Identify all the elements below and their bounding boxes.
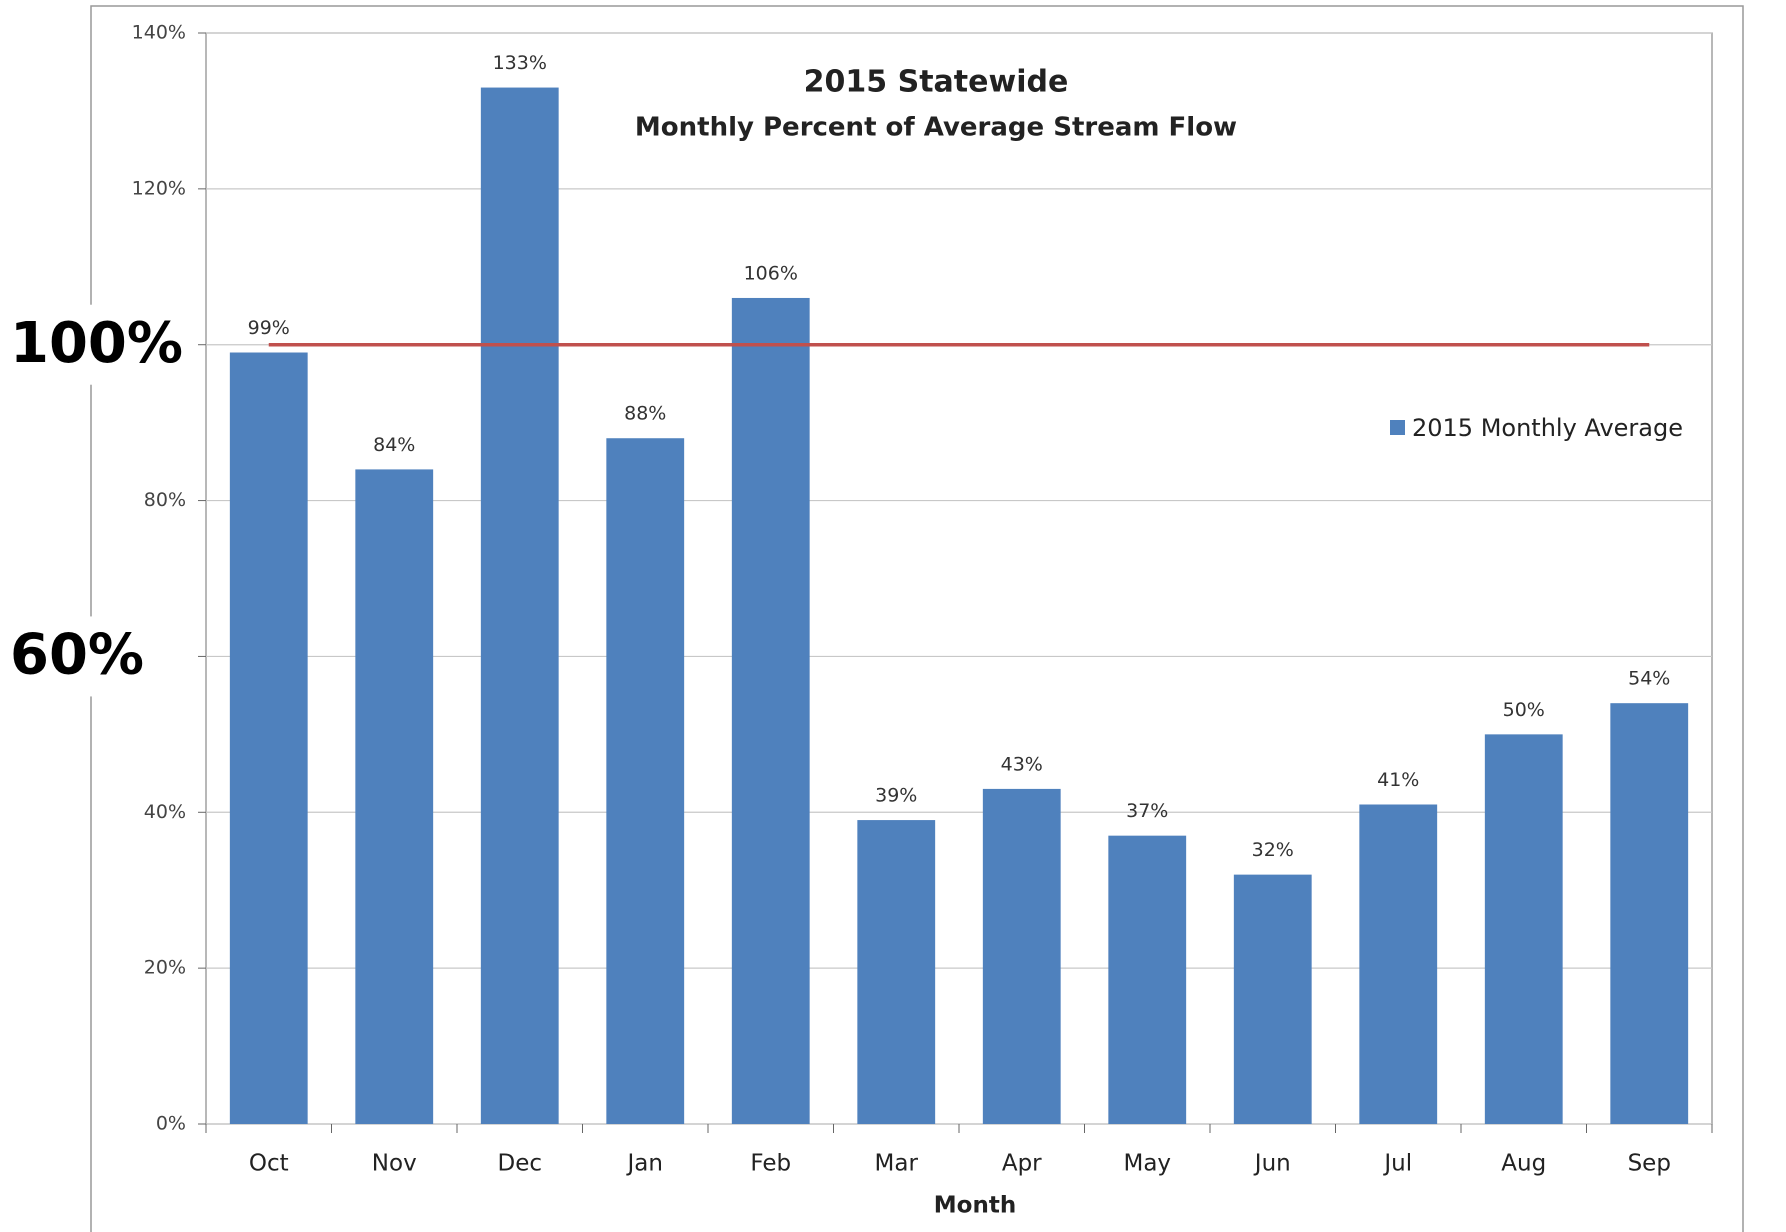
x-tick-label: Jan — [626, 1151, 663, 1177]
y-tick-label: 80% — [144, 489, 186, 511]
value-label: 43% — [1001, 753, 1043, 775]
chart-title: 2015 Statewide — [804, 65, 1069, 100]
y-tick-label: 20% — [144, 957, 186, 979]
bar — [1484, 734, 1563, 1124]
x-tick-label: Jul — [1382, 1151, 1412, 1177]
x-tick-label: May — [1123, 1151, 1171, 1177]
annotation: 60% — [10, 623, 144, 688]
value-label: 39% — [875, 785, 917, 807]
y-tick-label: 0% — [156, 1113, 186, 1135]
y-tick-label: 140% — [132, 22, 186, 44]
value-label: 84% — [373, 434, 415, 456]
x-tick-label: Dec — [497, 1151, 542, 1177]
value-label: 37% — [1126, 800, 1168, 822]
legend-label: 2015 Monthly Average — [1412, 414, 1683, 442]
bar — [355, 469, 434, 1124]
x-axis-label: Month — [934, 1193, 1016, 1219]
bar — [1610, 703, 1689, 1124]
bar — [982, 788, 1061, 1124]
x-tick-label: Sep — [1628, 1151, 1671, 1177]
bar — [731, 297, 810, 1124]
x-tick-label: Jun — [1253, 1151, 1291, 1177]
value-label: 32% — [1252, 839, 1294, 861]
annotation-bg — [0, 304, 172, 385]
x-tick-label: Aug — [1501, 1151, 1546, 1177]
chart-subtitle: Monthly Percent of Average Stream Flow — [635, 113, 1237, 143]
x-tick-label: Apr — [1002, 1151, 1042, 1177]
y-tick-label: 40% — [144, 801, 186, 823]
value-label: 50% — [1503, 699, 1545, 721]
legend-swatch — [1390, 420, 1405, 435]
value-label: 133% — [493, 52, 547, 74]
bar — [480, 87, 559, 1124]
x-tick-label: Oct — [249, 1151, 289, 1177]
annotation-bg — [0, 616, 172, 697]
bar — [229, 352, 308, 1124]
bar — [857, 820, 936, 1124]
y-tick-label: 120% — [132, 177, 186, 199]
value-label: 54% — [1628, 668, 1670, 690]
bar — [1359, 804, 1438, 1124]
bar — [1108, 835, 1187, 1124]
value-label: 106% — [744, 262, 798, 284]
value-label: 88% — [624, 403, 666, 425]
x-tick-label: Feb — [750, 1151, 791, 1177]
value-label: 41% — [1377, 769, 1419, 791]
annotation: 100% — [10, 311, 183, 376]
value-label: 99% — [248, 317, 290, 339]
bar — [1233, 874, 1312, 1124]
x-tick-label: Mar — [875, 1151, 919, 1177]
x-tick-label: Nov — [372, 1151, 417, 1177]
bar — [606, 438, 685, 1124]
